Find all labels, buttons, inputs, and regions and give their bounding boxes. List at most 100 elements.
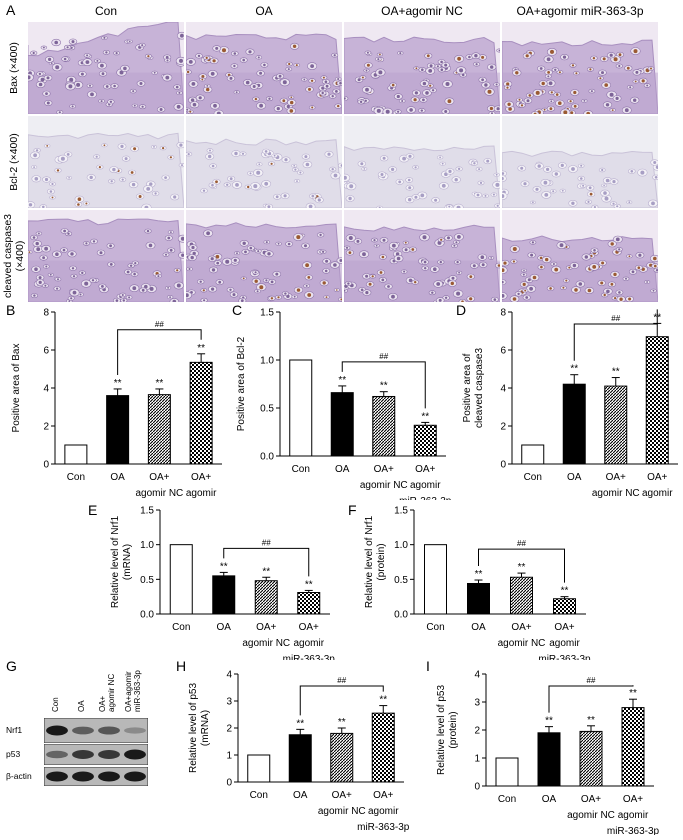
y-tick-label: 1.0 [140, 540, 154, 551]
y-tick-label: 4 [474, 670, 480, 681]
y-axis-label: Positive area of Bax [11, 344, 22, 433]
bar [288, 734, 312, 783]
y-axis-label: Relative level of p53(protein) [436, 685, 459, 775]
bar [510, 576, 533, 615]
chart-panel-b: 0 2 4 6 8 Positive area of Bax Con ** OA ** OA+ ago… [0, 300, 228, 516]
bar [424, 544, 447, 615]
error-bar [379, 705, 388, 714]
x-tick-label: OA+ agomir NC [592, 472, 640, 499]
significance-bracket [341, 361, 426, 409]
x-tick-label: OA [567, 472, 582, 483]
x-tick-label: OA [335, 464, 350, 475]
y-tick-label: 0.0 [140, 610, 154, 621]
y-tick-label: 0 [226, 778, 232, 789]
y-tick-label: 0.0 [260, 452, 274, 463]
y-tick-label: 1.5 [260, 308, 274, 319]
x-tick-label: OA+ agomir NC [242, 622, 290, 649]
blot-strip [43, 766, 149, 791]
bar [189, 361, 213, 465]
error-bar [570, 374, 579, 385]
significance-mark: ** [421, 411, 429, 422]
micrograph-bcl2-1 [186, 116, 342, 208]
y-tick-label: 6 [43, 346, 49, 357]
band [72, 726, 94, 735]
significance-mark: ** [155, 378, 163, 389]
y-tick-label: 1.0 [394, 540, 408, 551]
significance-mark: ** [570, 364, 578, 375]
lane-label: OA [76, 700, 86, 712]
y-tick-label: 1.5 [140, 506, 154, 517]
row-label: Bcl-2 (×400) [8, 133, 20, 191]
bar [289, 359, 313, 457]
band [124, 749, 146, 760]
bar [467, 582, 490, 615]
bar [521, 444, 545, 465]
chart-svg-h: 0 1 2 3 4 Relative level of p53(mRNA) Con ** OA *… [188, 670, 410, 834]
significance-mark: ** [220, 561, 228, 572]
band [46, 771, 68, 782]
error-bar [611, 377, 620, 387]
micrograph-bax-2 [344, 22, 500, 114]
bar [562, 383, 586, 465]
error-bar [421, 421, 430, 426]
panel-letter-e: E [88, 502, 98, 518]
bar [297, 592, 321, 615]
error-bar [304, 589, 313, 593]
bar [621, 707, 645, 787]
bar [645, 336, 669, 465]
significance-bracket [573, 309, 658, 361]
panel-letter-d: D [456, 302, 467, 318]
y-axis-label: Relative level of p53(mRNA) [188, 683, 211, 773]
x-tick-label: Con [67, 472, 85, 483]
error-bar [155, 388, 164, 395]
x-tick-label: OA [293, 790, 308, 801]
y-tick-label: 3 [226, 697, 232, 708]
error-bar [474, 579, 483, 584]
lane-label: OA+ agomir NC [98, 673, 116, 712]
error-bar [653, 322, 662, 337]
chart-svg-e: 0.0 0.5 1.0 1.5 Relative level of Nrf1(mRNA)… [110, 506, 336, 666]
significance-mark: ** [262, 566, 270, 577]
y-tick-label: 2 [226, 724, 232, 735]
y-tick-label: 4 [43, 384, 49, 395]
micrograph-casp-3 [502, 210, 658, 302]
panel-letter-h: H [176, 658, 187, 674]
micrograph-bcl2-2 [344, 116, 500, 208]
column-header: OA [255, 4, 273, 18]
blot-strip [43, 743, 149, 770]
x-tick-label: Con [498, 794, 516, 805]
chart-svg-i: 0 1 2 3 4 Relative level of p53(protein) Con **… [436, 670, 660, 838]
chart-panel-f: 0.0 0.5 1.0 1.5 Relative level of Nrf1(prote… [346, 500, 608, 666]
chart-svg-f: 0.0 0.5 1.0 1.5 Relative level of Nrf1(prote… [364, 506, 591, 666]
bracket-label: ## [611, 314, 620, 323]
panel-letter-f: F [348, 502, 357, 518]
error-bar [337, 727, 346, 734]
error-bar [338, 385, 347, 393]
error-bar [517, 572, 526, 578]
column-header: Con [94, 4, 117, 18]
band [98, 750, 120, 759]
x-tick-label: Con [172, 622, 190, 633]
y-tick-label: 0.5 [394, 575, 408, 586]
x-tick-label: Con [250, 790, 268, 801]
x-tick-label: Con [426, 622, 444, 633]
micrograph-casp-0 [28, 210, 184, 302]
band [72, 771, 94, 782]
y-tick-label: 3 [474, 698, 480, 709]
band [98, 771, 120, 782]
bar [147, 394, 171, 465]
chart-panel-h: 0 1 2 3 4 Relative level of p53(mRNA) Con ** OA *… [172, 656, 426, 840]
bar [553, 598, 576, 615]
bracket-label: ## [155, 320, 164, 329]
bracket-label: ## [517, 539, 526, 548]
y-tick-label: 0 [500, 460, 506, 471]
significance-mark: ** [629, 688, 637, 699]
bar [537, 732, 561, 787]
significance-mark: ** [475, 569, 483, 580]
significance-bracket [299, 685, 384, 716]
y-tick-label: 8 [43, 308, 49, 319]
micrograph-bax-3 [502, 22, 658, 114]
